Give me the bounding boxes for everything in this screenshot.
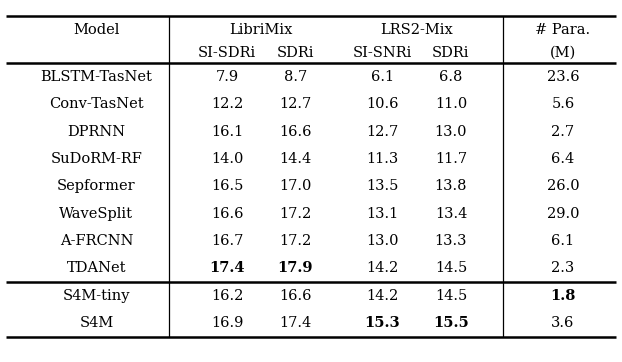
Text: 8.7: 8.7 [284,70,307,84]
Text: 3.6: 3.6 [551,316,575,330]
Text: 12.7: 12.7 [366,125,399,139]
Text: TDANet: TDANet [67,261,126,275]
Text: SuDoRM-RF: SuDoRM-RF [50,152,142,166]
Text: WaveSplit: WaveSplit [60,207,133,221]
Text: 12.7: 12.7 [279,97,312,111]
Text: 6.1: 6.1 [551,234,575,248]
Text: A-FRCNN: A-FRCNN [60,234,133,248]
Text: Conv-TasNet: Conv-TasNet [49,97,144,111]
Text: 13.3: 13.3 [435,234,467,248]
Text: SI-SNRi: SI-SNRi [353,46,412,60]
Text: 12.2: 12.2 [211,97,243,111]
Text: 14.5: 14.5 [435,289,467,303]
Text: 10.6: 10.6 [366,97,399,111]
Text: # Para.: # Para. [536,24,590,37]
Text: 17.4: 17.4 [209,261,245,275]
Text: 11.7: 11.7 [435,152,467,166]
Text: 17.2: 17.2 [279,234,312,248]
Text: 14.0: 14.0 [211,152,243,166]
Text: 7.9: 7.9 [215,70,239,84]
Text: LRS2-Mix: LRS2-Mix [381,24,453,37]
Text: 16.5: 16.5 [211,179,243,193]
Text: 17.9: 17.9 [277,261,313,275]
Text: LibriMix: LibriMix [230,24,293,37]
Text: 13.1: 13.1 [366,207,399,221]
Text: 14.4: 14.4 [279,152,312,166]
Text: 6.4: 6.4 [551,152,575,166]
Text: 16.6: 16.6 [279,125,312,139]
Text: 13.8: 13.8 [435,179,467,193]
Text: 16.2: 16.2 [211,289,243,303]
Text: Model: Model [73,24,119,37]
Text: 13.5: 13.5 [366,179,399,193]
Text: 17.0: 17.0 [279,179,312,193]
Text: 6.8: 6.8 [439,70,463,84]
Text: (M): (M) [550,46,576,60]
Text: 14.5: 14.5 [435,261,467,275]
Text: 16.6: 16.6 [211,207,243,221]
Text: 15.5: 15.5 [433,316,469,330]
Text: 16.9: 16.9 [211,316,243,330]
Text: 14.2: 14.2 [366,261,399,275]
Text: 13.4: 13.4 [435,207,467,221]
Text: 17.4: 17.4 [279,316,312,330]
Text: S4M: S4M [79,316,114,330]
Text: 16.6: 16.6 [279,289,312,303]
Text: 16.7: 16.7 [211,234,243,248]
Text: 16.1: 16.1 [211,125,243,139]
Text: 2.7: 2.7 [551,125,575,139]
Text: 11.3: 11.3 [366,152,399,166]
Text: SI-SDRi: SI-SDRi [198,46,256,60]
Text: 13.0: 13.0 [435,125,467,139]
Text: 13.0: 13.0 [366,234,399,248]
Text: 17.2: 17.2 [279,207,312,221]
Text: 29.0: 29.0 [547,207,579,221]
Text: 14.2: 14.2 [366,289,399,303]
Text: 1.8: 1.8 [550,289,575,303]
Text: 26.0: 26.0 [547,179,579,193]
Text: 15.3: 15.3 [364,316,401,330]
Text: S4M-tiny: S4M-tiny [63,289,130,303]
Text: 11.0: 11.0 [435,97,467,111]
Text: Sepformer: Sepformer [57,179,136,193]
Text: BLSTM-TasNet: BLSTM-TasNet [40,70,152,84]
Text: DPRNN: DPRNN [67,125,126,139]
Text: 2.3: 2.3 [551,261,575,275]
Text: SDRi: SDRi [432,46,470,60]
Text: SDRi: SDRi [277,46,314,60]
Text: 6.1: 6.1 [371,70,394,84]
Text: 5.6: 5.6 [551,97,575,111]
Text: 23.6: 23.6 [547,70,579,84]
